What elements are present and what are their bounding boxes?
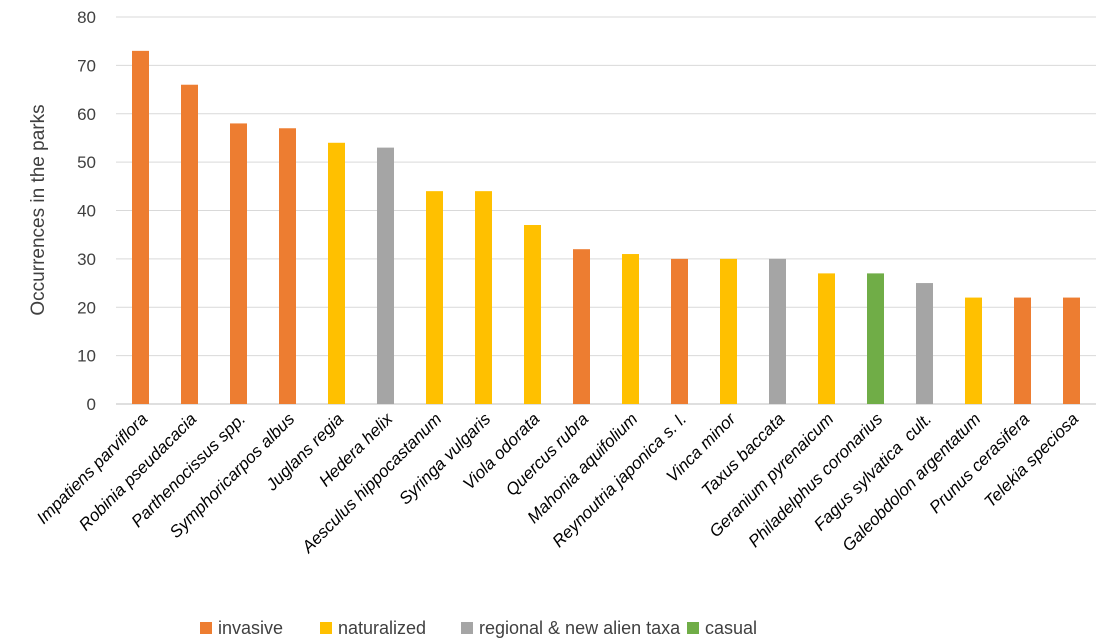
bar [720, 258, 737, 404]
bar [328, 142, 345, 404]
bars [132, 50, 1080, 405]
bar [279, 128, 296, 404]
bar [671, 258, 688, 404]
bar [622, 254, 639, 404]
bar [377, 147, 394, 405]
bar [230, 123, 247, 405]
y-tick-label: 0 [87, 395, 96, 414]
gridlines [116, 16, 1096, 405]
bar [1014, 297, 1031, 404]
y-tick-label: 40 [77, 202, 96, 221]
y-tick-label: 50 [77, 153, 96, 172]
bar [573, 249, 590, 404]
y-tick-label: 10 [77, 347, 96, 366]
y-axis-ticks: 0 10 20 30 40 50 60 70 80 [77, 8, 96, 414]
legend: invasive naturalized regional & new alien … [200, 618, 757, 638]
bar [867, 273, 884, 404]
legend-label: regional & new alien taxa [479, 618, 681, 638]
legend-swatch [200, 622, 212, 634]
bar [524, 225, 541, 404]
legend-label: casual [705, 618, 757, 638]
bar [965, 297, 982, 404]
y-tick-label: 30 [77, 250, 96, 269]
bar [769, 258, 786, 404]
bar [181, 84, 198, 404]
legend-swatch [320, 622, 332, 634]
bar [475, 191, 492, 404]
bar [1063, 297, 1080, 404]
legend-swatch [687, 622, 699, 634]
bar [916, 283, 933, 404]
legend-label: naturalized [338, 618, 426, 638]
legend-label: invasive [218, 618, 283, 638]
bar [818, 273, 835, 404]
bar [132, 50, 149, 405]
legend-swatch [461, 622, 473, 634]
y-tick-label: 20 [77, 298, 96, 317]
bar [426, 191, 443, 404]
y-tick-label: 80 [77, 8, 96, 27]
y-tick-label: 60 [77, 105, 96, 124]
y-tick-label: 70 [77, 56, 96, 75]
y-axis-label: Occurrences in the parks [28, 104, 49, 315]
